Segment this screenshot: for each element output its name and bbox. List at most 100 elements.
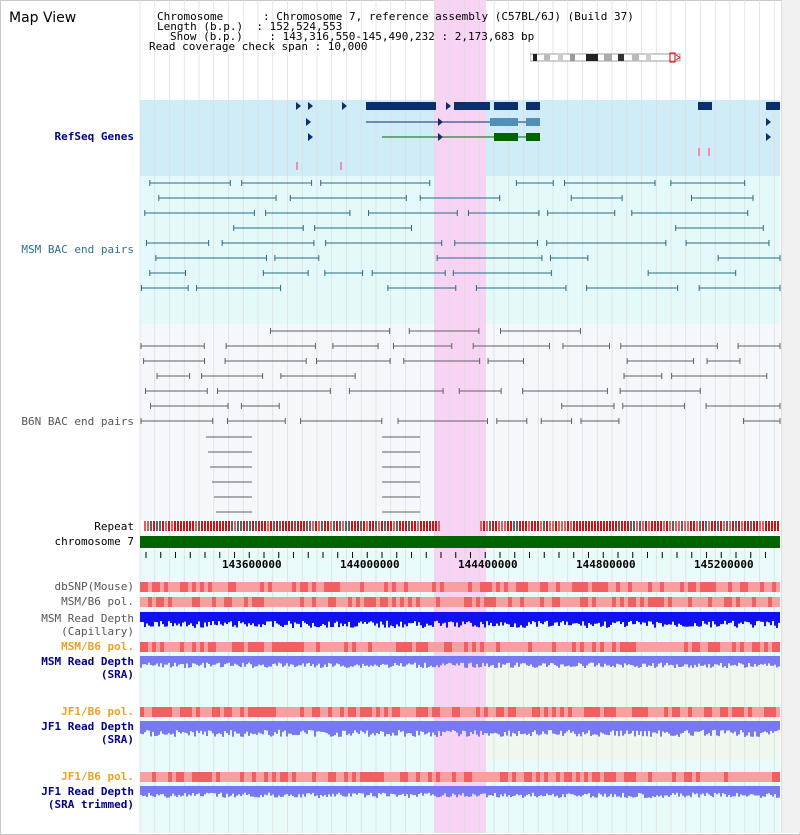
msm-capillary-depth [480, 612, 482, 622]
jf1-sra-depth [654, 721, 656, 733]
jf1-sra-depth [402, 721, 404, 732]
msm-sra-depth [306, 656, 308, 664]
gene-strand-arrow [308, 133, 313, 141]
polymorphism-track [660, 597, 664, 607]
polymorphism-track [444, 772, 448, 782]
msm-sra-depth [570, 656, 572, 667]
polymorphism-track [260, 642, 264, 652]
jf1-trimmed-depth [710, 786, 712, 796]
polymorphism-track [756, 707, 760, 717]
polymorphism-track [724, 707, 728, 717]
polymorphism-track [616, 707, 620, 717]
jf1-sra-depth [212, 721, 214, 734]
polymorphism-track [160, 582, 164, 592]
polymorphism-track [324, 707, 328, 717]
msm-sra-depth [344, 656, 346, 667]
jf1-trimmed-depth [700, 786, 702, 795]
polymorphism-track [640, 642, 644, 652]
msm-capillary-depth [290, 612, 292, 624]
msm-sra-depth [154, 656, 156, 666]
jf1-trimmed-depth [350, 786, 352, 797]
polymorphism-track [264, 772, 268, 782]
repeat-element [342, 521, 344, 531]
msm-capillary-depth [186, 612, 188, 627]
vertical-scrollbar[interactable] [781, 0, 800, 833]
msm-capillary-depth [560, 612, 562, 623]
polymorphism-track [260, 707, 264, 717]
polymorphism-track [324, 597, 328, 607]
msm-capillary-depth [708, 612, 710, 622]
polymorphism-track [668, 707, 672, 717]
polymorphism-track [412, 772, 416, 782]
polymorphism-track [308, 582, 312, 592]
repeat-element [399, 521, 401, 531]
msm-capillary-depth [590, 612, 592, 625]
msm-sra-depth [374, 656, 376, 665]
msm-capillary-depth [216, 612, 218, 626]
polymorphism-track [408, 582, 412, 592]
jf1-trimmed-depth [140, 786, 142, 795]
jf1-sra-depth [434, 721, 436, 735]
polymorphism-track [464, 707, 468, 717]
polymorphism-track [500, 597, 504, 607]
msm-capillary-depth [714, 612, 716, 625]
jf1-sra-depth [328, 721, 330, 735]
polymorphism-track [272, 642, 276, 652]
jf1-sra-depth [644, 721, 646, 732]
polymorphism-track [140, 772, 144, 782]
msm-capillary-depth [518, 612, 520, 628]
polymorphism-track [356, 707, 360, 717]
jf1-sra-depth [248, 721, 250, 736]
jf1-sra-depth [596, 721, 598, 735]
polymorphism-track [300, 582, 304, 592]
jf1-sra-depth [438, 721, 440, 732]
msm-sra-depth [476, 656, 478, 665]
jf1-sra-depth [702, 721, 704, 730]
jf1-sra-depth [484, 721, 486, 733]
jf1-sra-depth [160, 721, 162, 732]
jf1-sra-depth [374, 721, 376, 736]
repeat-element [189, 521, 191, 531]
jf1-trimmed-depth [714, 786, 716, 793]
polymorphism-track [232, 772, 236, 782]
msm-capillary-depth [350, 612, 352, 628]
polymorphism-track [256, 642, 260, 652]
polymorphism-track [436, 642, 440, 652]
polymorphism-track [240, 772, 244, 782]
msm-sra-depth [182, 656, 184, 665]
polymorphism-track [700, 582, 704, 592]
msm-capillary-depth [200, 612, 202, 628]
polymorphism-track [312, 582, 316, 592]
polymorphism-track [720, 597, 724, 607]
polymorphism-track [532, 772, 536, 782]
msm-sra-depth [582, 656, 584, 666]
polymorphism-track [428, 582, 432, 592]
jf1-sra-depth [700, 721, 702, 731]
msm-sra-depth [448, 656, 450, 663]
jf1-trimmed-depth [560, 786, 562, 798]
msm-capillary-depth [218, 612, 220, 622]
jf1-trimmed-depth [568, 786, 570, 794]
msm-capillary-depth [224, 612, 226, 623]
polymorphism-track [476, 707, 480, 717]
chromosome-ideogram[interactable] [530, 52, 682, 63]
jf1-sra-depth [492, 721, 494, 734]
jf1-trimmed-depth [514, 786, 516, 796]
jf1-sra-depth [320, 721, 322, 732]
msm-sra-depth [622, 656, 624, 668]
polymorphism-track [672, 642, 676, 652]
jf1-trimmed-depth [550, 786, 552, 796]
jf1-trimmed-depth [626, 786, 628, 798]
polymorphism-track [712, 642, 716, 652]
polymorphism-track [340, 642, 344, 652]
jf1-trimmed-depth [412, 786, 414, 796]
gene-model [698, 102, 712, 110]
polymorphism-track [492, 707, 496, 717]
jf1-trimmed-depth [578, 786, 580, 796]
msm-capillary-depth [744, 612, 746, 622]
jf1-trimmed-depth [478, 786, 480, 796]
polymorphism-track [304, 582, 308, 592]
jf1-sra-depth [156, 721, 158, 736]
polymorphism-track [712, 582, 716, 592]
